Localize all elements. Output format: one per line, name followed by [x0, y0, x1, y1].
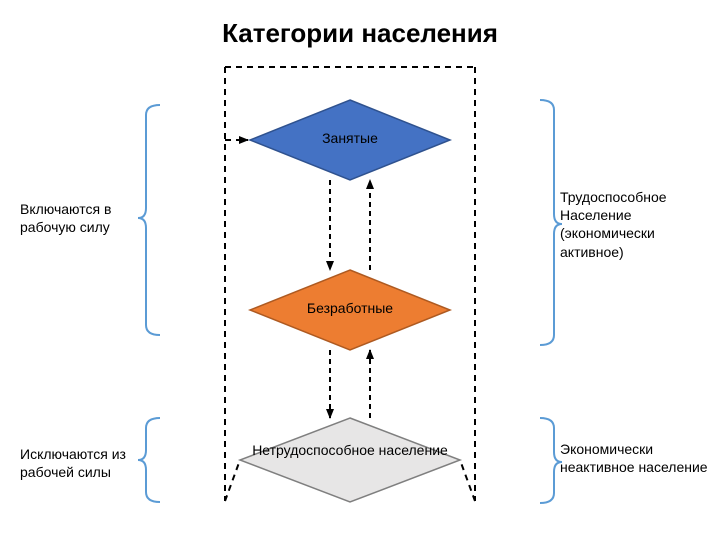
- diamond-unemployed: [250, 270, 450, 350]
- label-economically-inactive: Экономически неактивное население: [560, 440, 710, 476]
- brace-right-top: [540, 100, 562, 345]
- brace-right-bottom: [540, 418, 562, 503]
- dashed-frame-bottom-left: [225, 460, 240, 501]
- label-included-in-labor-force: Включаются в рабочую силу: [20, 200, 150, 236]
- diamond-notinforce-label: Нетрудоспособное население: [240, 442, 460, 458]
- label-able-bodied-population: Трудоспособное Население (экономически а…: [560, 188, 710, 261]
- diamond-unemployed-label: Безработные: [250, 300, 450, 316]
- label-excluded-from-labor-force: Исключаются из рабочей силы: [20, 445, 150, 481]
- dashed-frame-bottom-right: [460, 460, 475, 501]
- diamond-notinforce: [240, 418, 460, 502]
- diamond-employed-label: Занятые: [250, 130, 450, 146]
- diamond-employed: [250, 100, 450, 180]
- page-title: Категории населения: [180, 18, 540, 49]
